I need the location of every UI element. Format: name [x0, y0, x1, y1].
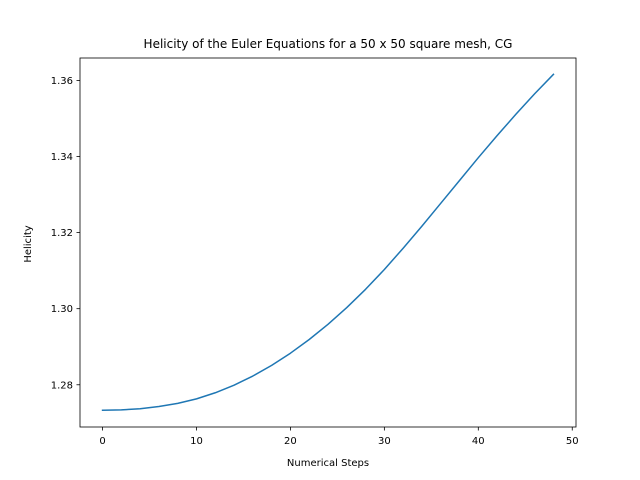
- y-axis-label: Helicity: [23, 225, 34, 262]
- x-tick-label-40: 40: [472, 436, 485, 447]
- y-tick-label-4: 1.36: [51, 76, 73, 87]
- series-line-0: [101, 73, 555, 412]
- x-axis-label: Numerical Steps: [287, 458, 369, 469]
- x-tick-label-0: 0: [99, 436, 105, 447]
- x-tick-label-50: 50: [566, 436, 579, 447]
- x-tick-label-30: 30: [378, 436, 391, 447]
- y-tick-label-2: 1.32: [51, 228, 73, 239]
- axes-frame: [79, 57, 577, 428]
- x-tick-label-10: 10: [190, 436, 203, 447]
- y-tick-label-1: 1.30: [51, 304, 73, 315]
- y-tick-label-3: 1.34: [51, 152, 73, 163]
- y-tick-label-0: 1.28: [51, 380, 73, 391]
- x-tick-label-20: 20: [284, 436, 297, 447]
- chart-title: Helicity of the Euler Equations for a 50…: [144, 37, 513, 51]
- plot-area: 0 10 20 30 40 50 1.28 1.30 1.32 1.34 1.36: [51, 57, 579, 447]
